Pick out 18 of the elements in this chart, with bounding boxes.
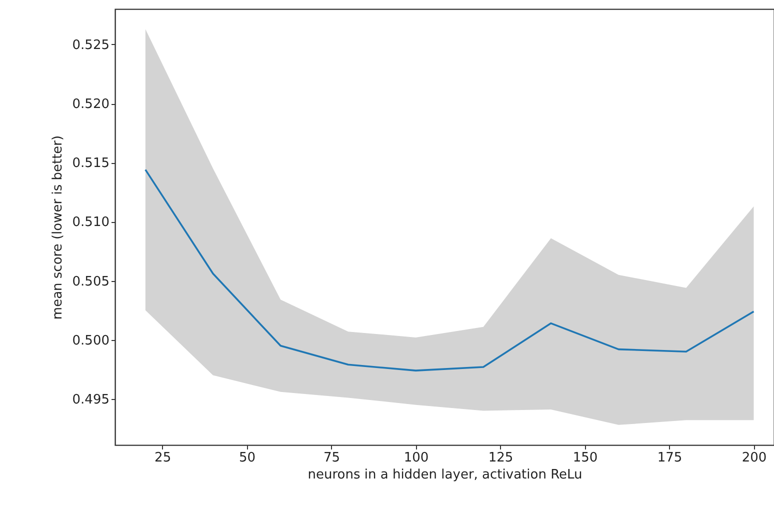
y-tick-label: 0.510 xyxy=(72,215,110,230)
x-tick-label: 150 xyxy=(572,450,598,466)
y-tick-label: 0.505 xyxy=(72,274,110,290)
x-tick-label: 75 xyxy=(324,450,340,466)
y-tick-label: 0.525 xyxy=(72,38,110,53)
x-tick-label: 100 xyxy=(404,450,429,466)
x-tick-label: 50 xyxy=(239,450,256,466)
line-series xyxy=(144,168,755,372)
y-axis-title: mean score (lower is better) xyxy=(50,135,66,320)
x-tick-label: 125 xyxy=(488,450,514,466)
y-tick-label: 0.500 xyxy=(72,333,110,348)
x-tick-label: 25 xyxy=(154,450,172,466)
y-tick-label: 0.515 xyxy=(72,156,110,172)
x-tick-label: 175 xyxy=(657,450,682,466)
y-tick-label: 0.520 xyxy=(72,97,110,112)
x-axis-title: neurons in a hidden layer, activation ReLu xyxy=(308,468,582,482)
x-tick-label: 200 xyxy=(742,450,767,466)
y-tick-label: 0.495 xyxy=(72,392,110,408)
